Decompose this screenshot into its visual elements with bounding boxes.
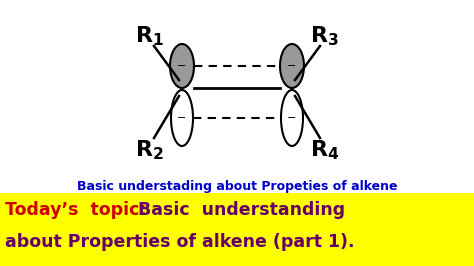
Text: $\mathbf{R_4}$: $\mathbf{R_4}$ (310, 138, 339, 162)
Text: −: − (177, 61, 187, 71)
Text: $\mathbf{R_1}$: $\mathbf{R_1}$ (135, 24, 164, 48)
Text: −: − (287, 113, 297, 123)
Text: −: − (287, 61, 297, 71)
Ellipse shape (281, 90, 303, 146)
Text: Basic  understanding: Basic understanding (138, 201, 345, 219)
Ellipse shape (280, 44, 304, 88)
Ellipse shape (170, 44, 194, 88)
Text: $\mathbf{R_2}$: $\mathbf{R_2}$ (135, 138, 164, 162)
Bar (0, 193, 474, 266)
Text: Basic understading about Propeties of alkene: Basic understading about Propeties of al… (77, 180, 397, 193)
Text: −: − (177, 113, 187, 123)
Text: $\mathbf{R_3}$: $\mathbf{R_3}$ (310, 24, 339, 48)
Ellipse shape (171, 90, 193, 146)
Text: about Properties of alkene (part 1).: about Properties of alkene (part 1). (5, 233, 355, 251)
Text: Today’s  topic:: Today’s topic: (5, 201, 146, 219)
